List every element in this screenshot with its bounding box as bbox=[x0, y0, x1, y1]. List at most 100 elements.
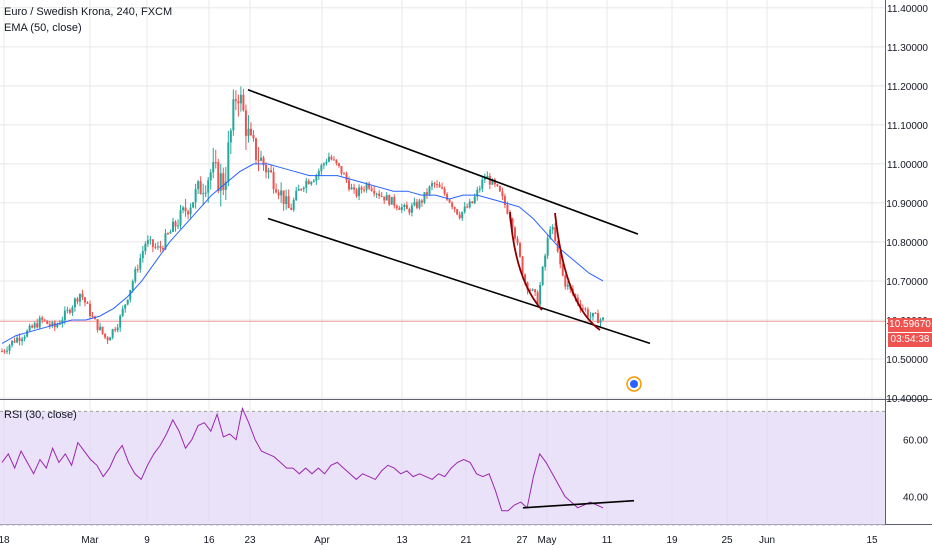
rsi-tick-label: 40.00 bbox=[903, 492, 928, 503]
symbol-legend: Euro / Swedish Krona, 240, FXCM bbox=[4, 6, 173, 18]
candle-body bbox=[511, 218, 514, 228]
candle-body bbox=[564, 275, 567, 287]
candle-body bbox=[262, 157, 265, 166]
candle-body bbox=[11, 340, 14, 346]
candle-body bbox=[519, 243, 522, 257]
candle-body bbox=[486, 175, 489, 178]
candle-body bbox=[149, 239, 152, 241]
channel-lower-line bbox=[267, 217, 651, 345]
candle-body bbox=[478, 188, 481, 190]
candle-body bbox=[295, 190, 298, 201]
candle-body bbox=[192, 202, 195, 208]
candle-body bbox=[227, 142, 230, 182]
candle-body bbox=[73, 298, 76, 308]
candle-body bbox=[166, 233, 169, 235]
candle-body bbox=[350, 187, 353, 190]
candle-body bbox=[330, 156, 333, 160]
price-tick-label: 10.90000 bbox=[886, 199, 928, 210]
candle-body bbox=[46, 320, 49, 325]
candle-body bbox=[375, 193, 378, 195]
candle-body bbox=[420, 200, 423, 203]
time-tick-label: 9 bbox=[144, 535, 150, 546]
candle-body bbox=[36, 323, 39, 328]
candle-body bbox=[345, 173, 348, 181]
candle-body bbox=[476, 189, 479, 197]
candle-body bbox=[239, 94, 242, 104]
candle-body bbox=[219, 173, 222, 192]
candle-body bbox=[116, 327, 119, 331]
candle-body bbox=[602, 317, 604, 320]
candle-body bbox=[139, 258, 142, 270]
event-marker-dot bbox=[630, 380, 638, 388]
candle-body bbox=[277, 192, 280, 196]
candle-body bbox=[33, 323, 36, 328]
candle-body bbox=[322, 163, 325, 166]
candle-body bbox=[428, 186, 431, 195]
candle-body bbox=[393, 196, 396, 206]
candle-body bbox=[38, 317, 41, 328]
candle-body bbox=[124, 304, 127, 309]
price-tick-label: 11.00000 bbox=[887, 160, 928, 171]
price-tick-label: 11.10000 bbox=[887, 121, 928, 132]
candle-body bbox=[179, 210, 182, 226]
rsi-legend: RSI (30, close) bbox=[4, 409, 77, 421]
candle-body bbox=[272, 172, 275, 190]
price-tick-label: 10.50000 bbox=[886, 355, 928, 366]
candle-body bbox=[58, 323, 61, 325]
candle-body bbox=[534, 289, 537, 293]
candle-body bbox=[546, 238, 549, 256]
candle-body bbox=[302, 187, 305, 190]
candle-body bbox=[104, 333, 107, 338]
candle-body bbox=[521, 256, 524, 275]
candle-body bbox=[146, 240, 149, 244]
candle-body bbox=[456, 209, 459, 215]
price-tick-label: 11.30000 bbox=[887, 43, 928, 54]
candle-body bbox=[156, 246, 159, 248]
candle-body bbox=[415, 201, 418, 208]
candle-body bbox=[451, 202, 454, 208]
candle-body bbox=[398, 208, 401, 210]
candle-body bbox=[498, 185, 501, 192]
candle-body bbox=[561, 264, 564, 276]
time-tick-label: 23 bbox=[244, 535, 256, 546]
candle-body bbox=[71, 307, 74, 313]
price-tick-label: 10.40000 bbox=[886, 394, 928, 405]
candle-body bbox=[56, 324, 59, 328]
candle-body bbox=[342, 173, 345, 175]
time-tick-label: 13 bbox=[396, 535, 408, 546]
candle-body bbox=[174, 221, 177, 227]
candle-body bbox=[360, 187, 363, 190]
candle-body bbox=[21, 338, 24, 341]
candle-body bbox=[368, 183, 371, 189]
candle-body bbox=[441, 187, 444, 189]
candle-body bbox=[232, 99, 235, 131]
candle-body bbox=[91, 315, 94, 317]
candle-body bbox=[280, 190, 283, 196]
candle-body bbox=[161, 247, 164, 250]
candle-body bbox=[106, 337, 109, 341]
candle-body bbox=[13, 340, 16, 343]
candle-body bbox=[539, 285, 542, 305]
candle-body bbox=[217, 162, 220, 192]
candle-body bbox=[171, 221, 174, 232]
candle-body bbox=[114, 329, 117, 331]
candle-body bbox=[431, 183, 434, 187]
candle-body bbox=[119, 315, 122, 328]
candle-body bbox=[599, 319, 602, 323]
candle-body bbox=[48, 324, 51, 326]
candle-body bbox=[491, 179, 494, 185]
candle-body bbox=[99, 326, 102, 331]
candle-body bbox=[501, 191, 504, 197]
candle-body bbox=[400, 207, 403, 210]
candle-body bbox=[589, 316, 592, 318]
candle-body bbox=[244, 110, 247, 136]
candle-body bbox=[290, 208, 293, 210]
candle-body bbox=[287, 196, 290, 209]
candle-body bbox=[41, 317, 44, 320]
candle-body bbox=[43, 319, 46, 321]
candle-body bbox=[136, 269, 139, 271]
time-tick-label: 15 bbox=[866, 535, 878, 546]
candle-body bbox=[340, 165, 343, 174]
